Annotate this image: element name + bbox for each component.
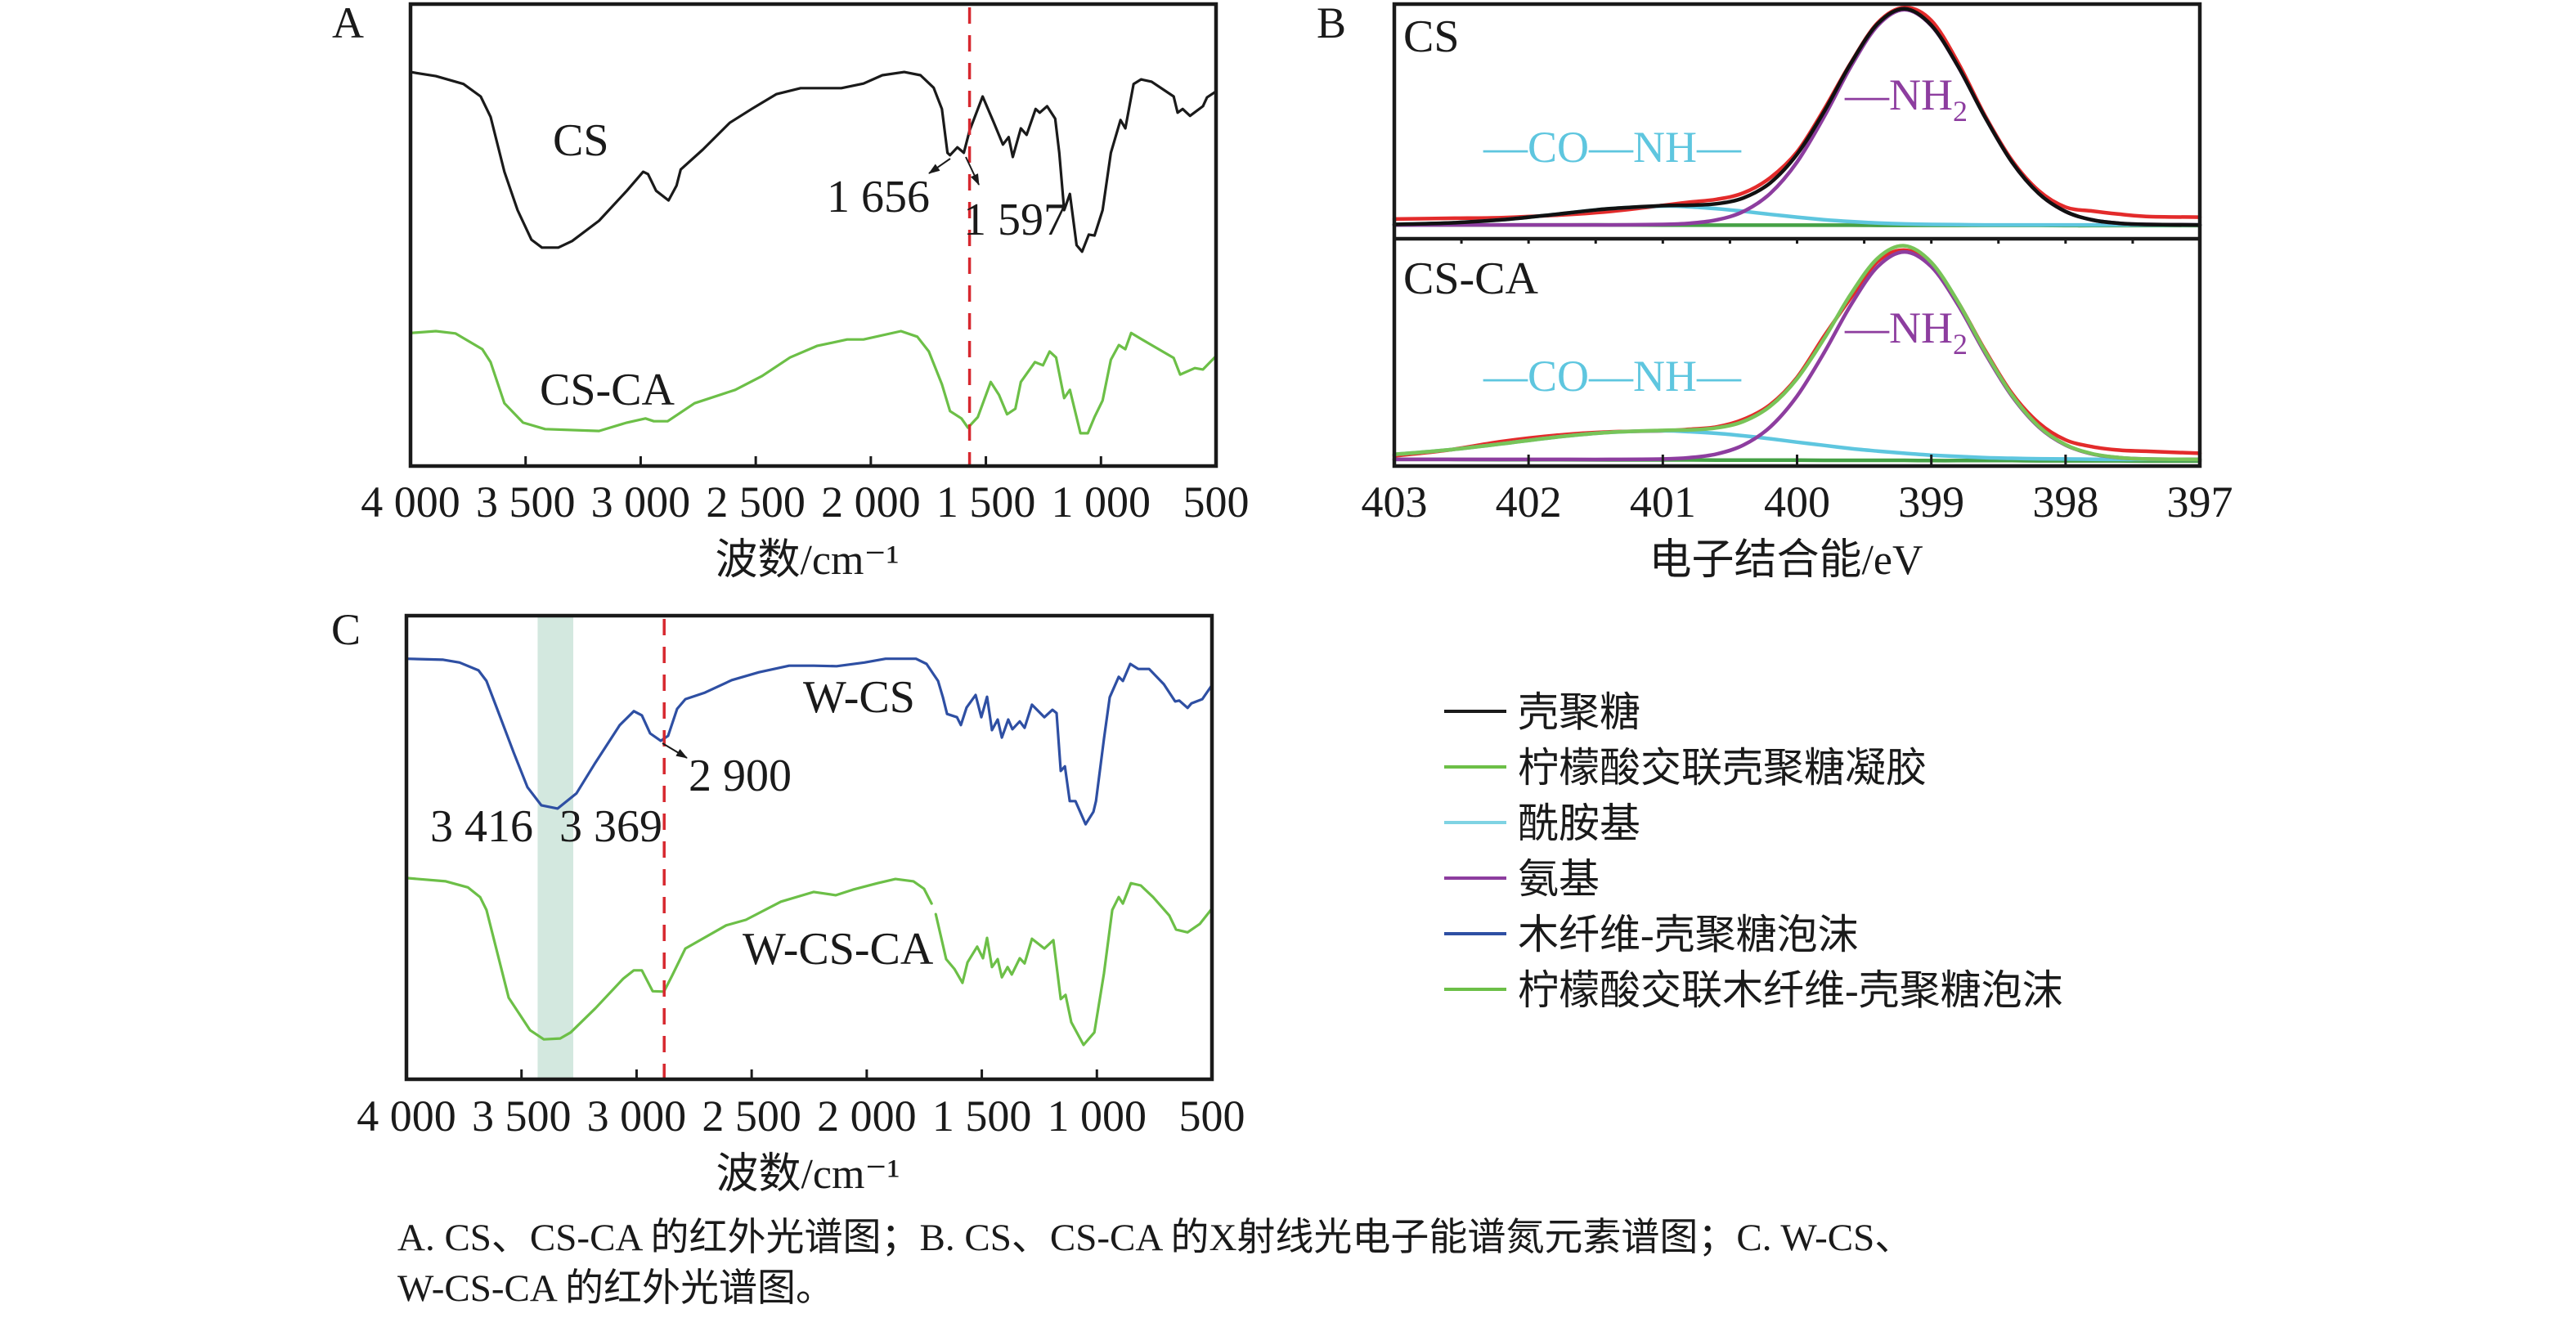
annotation-3369: 3 369: [559, 801, 662, 852]
legend-item-amino: 氨基: [1444, 856, 1600, 902]
x-tick-label: 2 500: [702, 1092, 801, 1141]
legend-label: 柠檬酸交联木纤维-壳聚糖泡沫: [1518, 967, 2063, 1013]
amino-label-subscript: 2: [1953, 95, 1968, 128]
panel-letter-c: C: [331, 605, 361, 654]
panel-letter-b: B: [1317, 0, 1346, 47]
annotation-arrow-1597: [965, 156, 980, 186]
panel-a-plot: 4 000 3 500 3 000 2 500 2 000 1 500 1 000 500: [361, 2, 1250, 527]
x-tick-label: 3 500: [472, 1092, 572, 1141]
x-axis-label: 电子结合能/eV: [1649, 537, 1923, 584]
series-label-w-cs: W-CS: [803, 672, 915, 723]
x-tick-label: 401: [1630, 477, 1696, 527]
x-tick-label: 1 500: [936, 477, 1036, 527]
panel-c: C 4 000 3 500 3 000 2 500 2 000 1 500 1 000 500…: [331, 605, 1245, 1198]
panel-letter-a: A: [332, 0, 364, 47]
caption-line-2: W-CS-CA 的红外光谱图。: [397, 1267, 834, 1310]
x-tick-label: 4 000: [361, 477, 460, 527]
x-axis-label: 波数/cm⁻¹: [715, 537, 899, 584]
subplot-cs: [1392, 6, 2202, 228]
series-line-cs-ca: [409, 330, 1218, 435]
panel-b-plot: 403 402 401 400 399 398 397: [1362, 2, 2233, 527]
series-line-cs: [409, 70, 1218, 253]
x-tick-label: 2 500: [706, 477, 806, 527]
plot-frame: [404, 613, 1214, 1082]
x-tick-label: 400: [1764, 477, 1830, 527]
x-tick-label: 397: [2167, 477, 2233, 527]
series-label-w-cs-ca: W-CS-CA: [743, 924, 934, 975]
amino-label-subscript: 2: [1953, 328, 1968, 361]
panel-b: B 403 402 401 400 399 398 397 CS —CO—NH— —NH2 …: [1317, 0, 2233, 584]
x-tick-label: 2 000: [821, 477, 921, 527]
legend-item-ca-crosslinked-chitosan-gel: 柠檬酸交联壳聚糖凝胶: [1444, 745, 1927, 791]
legend-label: 柠檬酸交联壳聚糖凝胶: [1518, 745, 1927, 791]
annotation-arrow-1656: [928, 158, 951, 174]
x-tick-label: 2 000: [817, 1092, 917, 1141]
x-tick-label: 399: [1898, 477, 1964, 527]
x-tick-label: 500: [1179, 1092, 1245, 1141]
series-line-w-cs-ca: [405, 876, 1214, 1047]
component-label-amino-cs-ca: —NH2: [1844, 303, 1968, 361]
annotation-2900: 2 900: [689, 751, 792, 801]
legend-label: 酰胺基: [1518, 800, 1640, 846]
caption-line-1: A. CS、CS-CA 的红外光谱图；B. CS、CS-CA 的X射线光电子能谱…: [397, 1217, 1913, 1259]
component-label-amino-cs: —NH2: [1844, 70, 1968, 128]
series-line-cs-amino: [1392, 7, 2202, 227]
legend-label: 壳聚糖: [1518, 689, 1640, 735]
legend: 壳聚糖 柠檬酸交联壳聚糖凝胶 酰胺基 氨基 木纤维-壳聚糖泡沫 柠檬酸交联木纤维…: [1444, 689, 2063, 1013]
annotation-1656: 1 656: [827, 172, 930, 222]
amino-label-main: —NH: [1844, 70, 1953, 119]
legend-label: 木纤维-壳聚糖泡沫: [1518, 912, 1859, 957]
series-line-cs-ca-fit: [1392, 244, 2202, 462]
plot-frame: [408, 2, 1218, 468]
x-tick-label: 3 500: [476, 477, 576, 527]
series-line-w-cs: [405, 657, 1214, 826]
x-tick-label: 1 500: [932, 1092, 1032, 1141]
series-label-cs-ca: CS-CA: [540, 365, 675, 415]
x-tick-label: 500: [1183, 477, 1250, 527]
legend-item-amide: 酰胺基: [1444, 800, 1640, 846]
legend-item-wood-fiber-chitosan-foam: 木纤维-壳聚糖泡沫: [1444, 912, 1859, 957]
x-tick-label: 403: [1362, 477, 1428, 527]
annotation-3416: 3 416: [430, 801, 533, 852]
legend-item-ca-crosslinked-wood-fiber-chitosan-foam: 柠檬酸交联木纤维-壳聚糖泡沫: [1444, 967, 2063, 1013]
x-tick-label: 398: [2032, 477, 2098, 527]
subplot-label-cs: CS: [1403, 11, 1460, 62]
subplot-label-cs-ca: CS-CA: [1403, 253, 1538, 304]
panel-a: A 4 000 3 500 3 000 2 500 2 000 1 500 1 000 500…: [332, 0, 1250, 584]
series-line-cs-fit: [1392, 7, 2202, 227]
annotation-arrow-2900: [662, 742, 688, 759]
legend-item-chitosan: 壳聚糖: [1444, 689, 1640, 735]
x-tick-label: 3 000: [591, 477, 691, 527]
series-label-cs: CS: [553, 115, 609, 166]
x-tick-label: 3 000: [587, 1092, 687, 1141]
panel-c-plot: 4 000 3 500 3 000 2 500 2 000 1 500 1 000 500: [357, 613, 1245, 1141]
x-tick-label: 402: [1496, 477, 1562, 527]
series-line-cs-raw: [1392, 6, 2202, 222]
x-tick-label: 1 000: [1052, 477, 1151, 527]
x-tick-label: 4 000: [357, 1092, 456, 1141]
highlight-band: [537, 616, 574, 1079]
x-axis-label: 波数/cm⁻¹: [716, 1151, 900, 1198]
x-tick-label: 1 000: [1048, 1092, 1147, 1141]
component-label-amide-cs: —CO—NH—: [1483, 123, 1742, 172]
annotation-1597: 1 597: [963, 195, 1066, 245]
figure-caption: A. CS、CS-CA 的红外光谱图；B. CS、CS-CA 的X射线光电子能谱…: [397, 1217, 1913, 1310]
component-label-amide-cs-ca: —CO—NH—: [1483, 352, 1742, 401]
amino-label-main: —NH: [1844, 303, 1953, 352]
legend-label: 氨基: [1518, 856, 1600, 902]
